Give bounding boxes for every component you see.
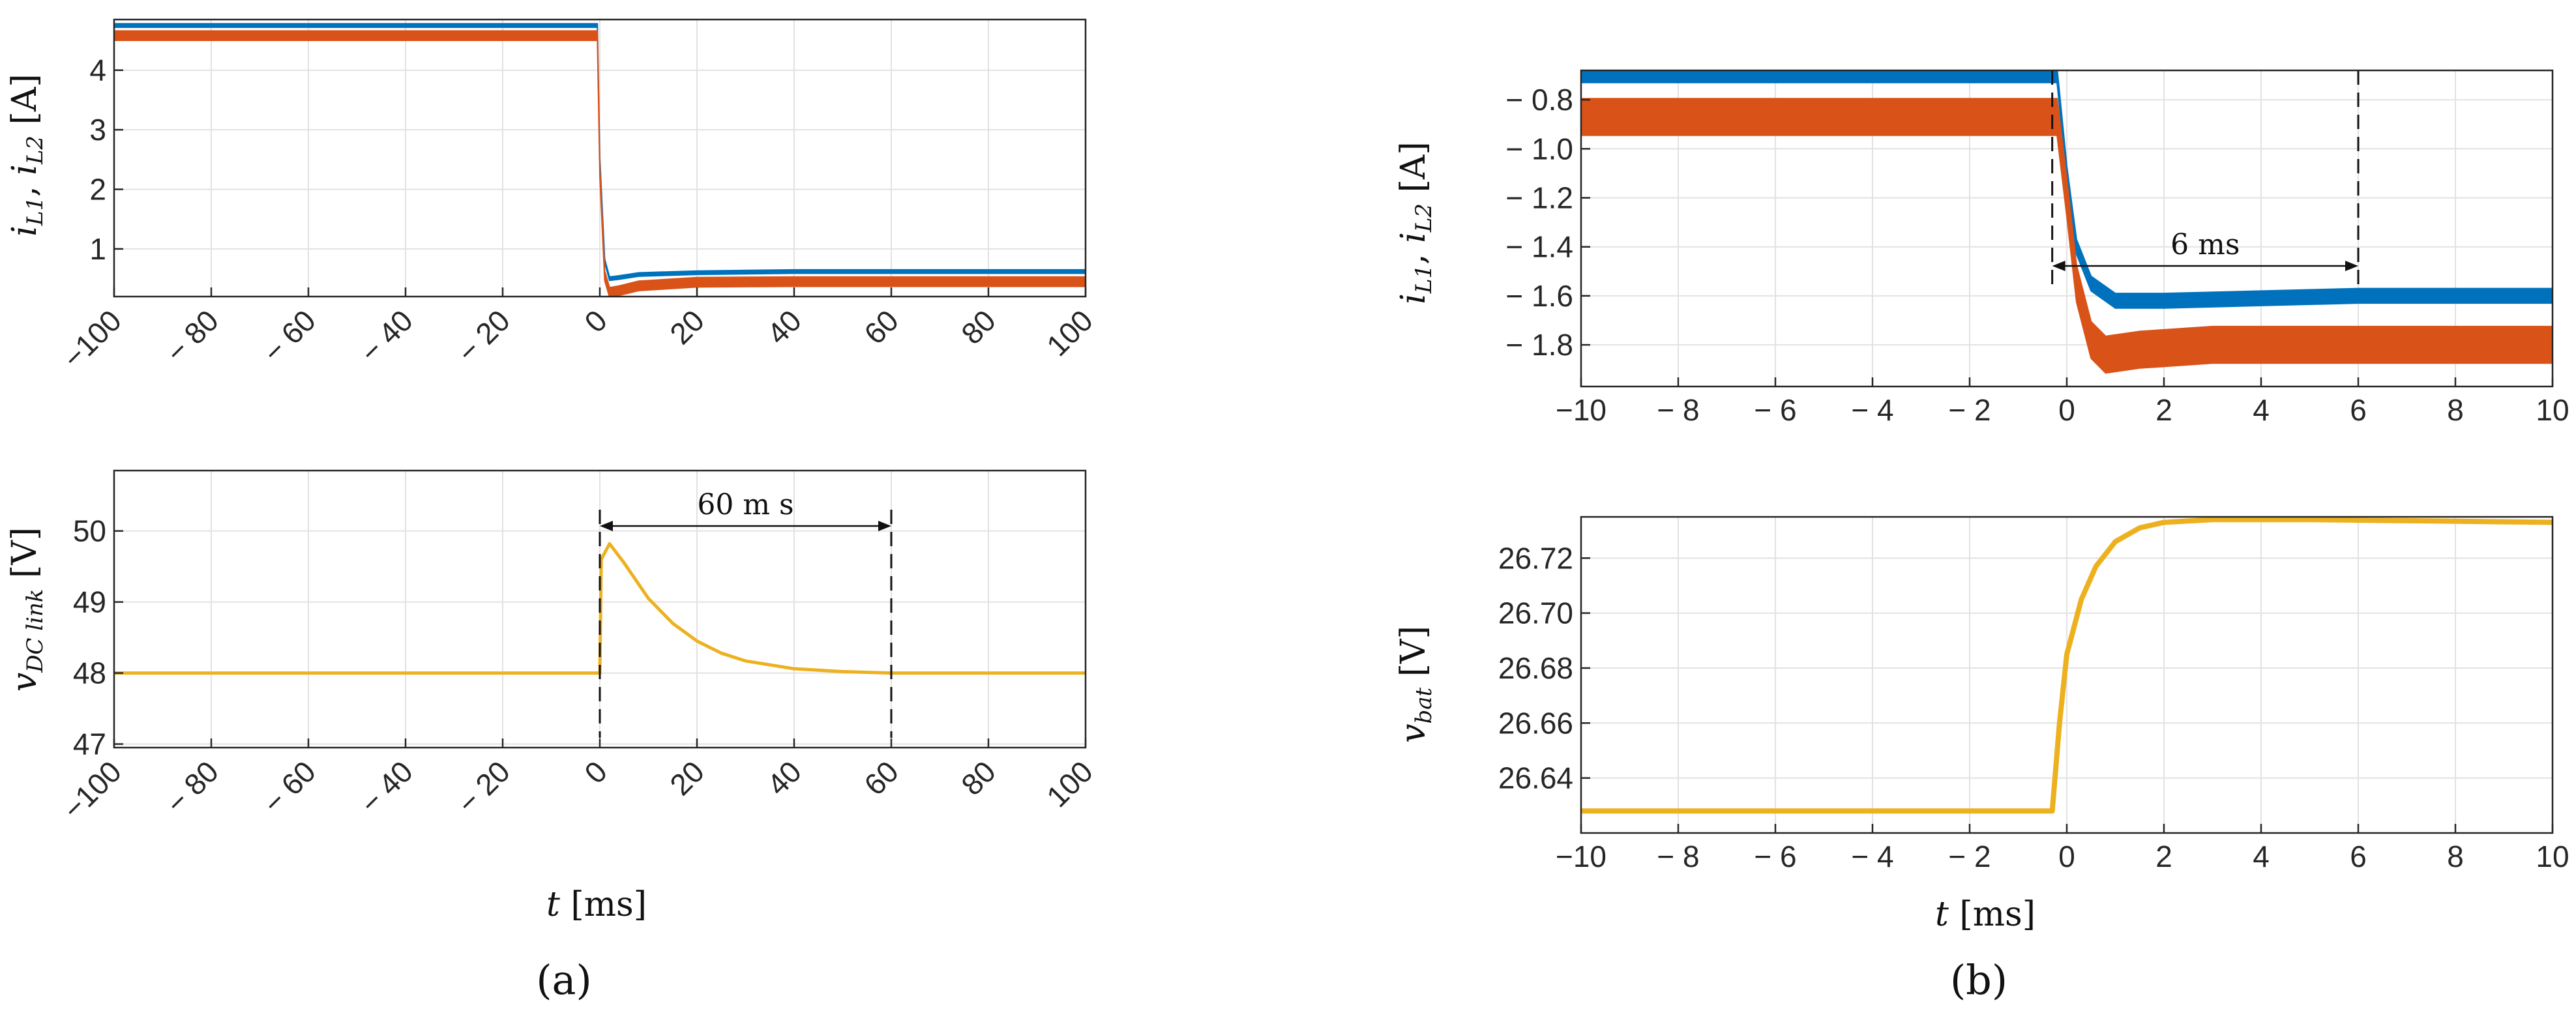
x-tick-label: 2: [2155, 840, 2172, 873]
x-tick-label: − 80: [159, 303, 225, 369]
panel-a-voltage-ylabel: vDC link [V]: [5, 527, 48, 692]
panel-b-voltage-ylabel: vbat [V]: [1394, 626, 1437, 743]
series-voltage-line: [1581, 517, 2553, 814]
x-tick-label: 6: [2350, 393, 2367, 427]
y-tick-label: 1: [89, 232, 106, 266]
x-tick-label: 10: [2536, 840, 2569, 873]
x-tick-label: 80: [955, 754, 1002, 802]
x-tick-label: − 8: [1657, 393, 1699, 427]
x-tick-label: − 2: [1948, 840, 1991, 873]
x-tick-label: − 4: [1851, 840, 1893, 873]
series-voltage-line: [114, 542, 1086, 675]
y-tick-label: 48: [73, 656, 106, 690]
x-tick-label: − 40: [353, 754, 419, 820]
y-tick-label: 26.72: [1498, 541, 1573, 575]
y-tick-label: 26.70: [1498, 596, 1573, 630]
x-tick-label: 2: [2155, 393, 2172, 427]
panel-a-voltage-plot: 60 m s −100 − 80 − 60 − 40 − 20 0 20 40 60 80 100 4…: [5, 469, 1099, 924]
y-tick-label: 47: [73, 727, 106, 761]
x-tick-label: 20: [663, 754, 711, 802]
x-tick-label: − 8: [1657, 840, 1699, 873]
x-tick-label: 0: [2058, 840, 2075, 873]
y-tick-label: − 1.0: [1505, 132, 1573, 166]
y-tick-label: 49: [73, 585, 106, 619]
y-tick-label: 2: [89, 172, 106, 206]
panel-a-xlabel: t [ms]: [546, 885, 647, 924]
panel-b-voltage-plot: −10 − 8 − 6 − 4 − 2 0 2 4 6 8 10 26.64 26.66 26.68 26.…: [1394, 516, 2569, 934]
series-il2-band: [1581, 98, 2553, 374]
x-tick-label: − 60: [256, 754, 322, 820]
y-tick-label: − 1.8: [1505, 328, 1573, 362]
y-tick-label: 26.64: [1498, 761, 1573, 795]
panel-a-current-ylabel: iL1, iL2 [A]: [5, 74, 48, 236]
x-tick-label: 4: [2253, 840, 2270, 873]
x-tick-label: 100: [1040, 754, 1099, 813]
panel-a-current-plot: −100 − 80 − 60 − 40 − 20 0 20 40 60 80 100 1 2 3 4 iL1…: [5, 18, 1099, 375]
y-tick-label: 50: [73, 514, 106, 548]
x-tick-label: − 20: [451, 303, 516, 369]
y-tick-label: 4: [89, 53, 106, 87]
x-tick-label: 8: [2447, 393, 2464, 427]
x-tick-label: 8: [2447, 840, 2464, 873]
x-tick-label: 20: [663, 303, 711, 351]
x-tick-label: 40: [760, 754, 808, 802]
annotation-arrowhead-right: [878, 521, 891, 531]
y-tick-label: 3: [89, 113, 106, 147]
x-tick-label: 0: [578, 754, 614, 790]
series-il1-band: [1581, 70, 2553, 309]
series-il2-band: [114, 30, 1086, 297]
panel-b-current-ylabel: iL1, iL2 [A]: [1394, 141, 1437, 304]
panel-b-current-plot: 6 ms −10 − 8 − 6 − 4 − 2 0 2 4 6 8 10 − 0.8 − 1.0 − 1…: [1394, 69, 2569, 427]
panel-b-xlabel: t [ms]: [1935, 895, 2036, 934]
x-tick-label: −100: [56, 303, 128, 375]
x-tick-label: − 2: [1948, 393, 1991, 427]
x-tick-label: 100: [1040, 303, 1099, 362]
x-tick-label: 0: [578, 303, 614, 339]
panel-b-label: (b): [1950, 956, 2007, 1004]
x-tick-label: − 6: [1754, 393, 1796, 427]
y-tick-label: − 1.2: [1505, 181, 1573, 215]
x-tick-label: − 60: [256, 303, 322, 369]
y-tick-label: − 1.6: [1505, 279, 1573, 313]
x-tick-label: 6: [2350, 840, 2367, 873]
x-tick-label: − 20: [451, 754, 516, 820]
x-tick-label: − 80: [159, 754, 225, 820]
x-tick-label: 40: [760, 303, 808, 351]
x-tick-label: 4: [2253, 393, 2270, 427]
y-tick-label: − 0.8: [1505, 83, 1573, 117]
y-tick-label: 26.66: [1498, 706, 1573, 740]
x-tick-label: − 4: [1851, 393, 1893, 427]
annotation-arrowhead-left: [2052, 261, 2065, 271]
x-tick-label: −100: [56, 754, 128, 826]
annotation-label: 6 ms: [2170, 228, 2240, 261]
x-tick-label: 60: [857, 754, 905, 802]
x-tick-label: −10: [1556, 393, 1606, 427]
x-tick-label: 0: [2058, 393, 2075, 427]
x-tick-label: − 6: [1754, 840, 1796, 873]
y-tick-label: 26.68: [1498, 651, 1573, 685]
annotation-arrowhead-right: [2345, 261, 2358, 271]
x-tick-label: 60: [857, 303, 905, 351]
y-tick-label: − 1.4: [1505, 230, 1573, 264]
annotation-label: 60 m s: [697, 488, 793, 521]
x-tick-label: 80: [955, 303, 1002, 351]
panel-a-label: (a): [536, 956, 591, 1004]
x-tick-label: −10: [1556, 840, 1606, 873]
x-tick-label: − 40: [353, 303, 419, 369]
annotation-arrowhead-left: [600, 521, 613, 531]
x-tick-label: 10: [2536, 393, 2569, 427]
